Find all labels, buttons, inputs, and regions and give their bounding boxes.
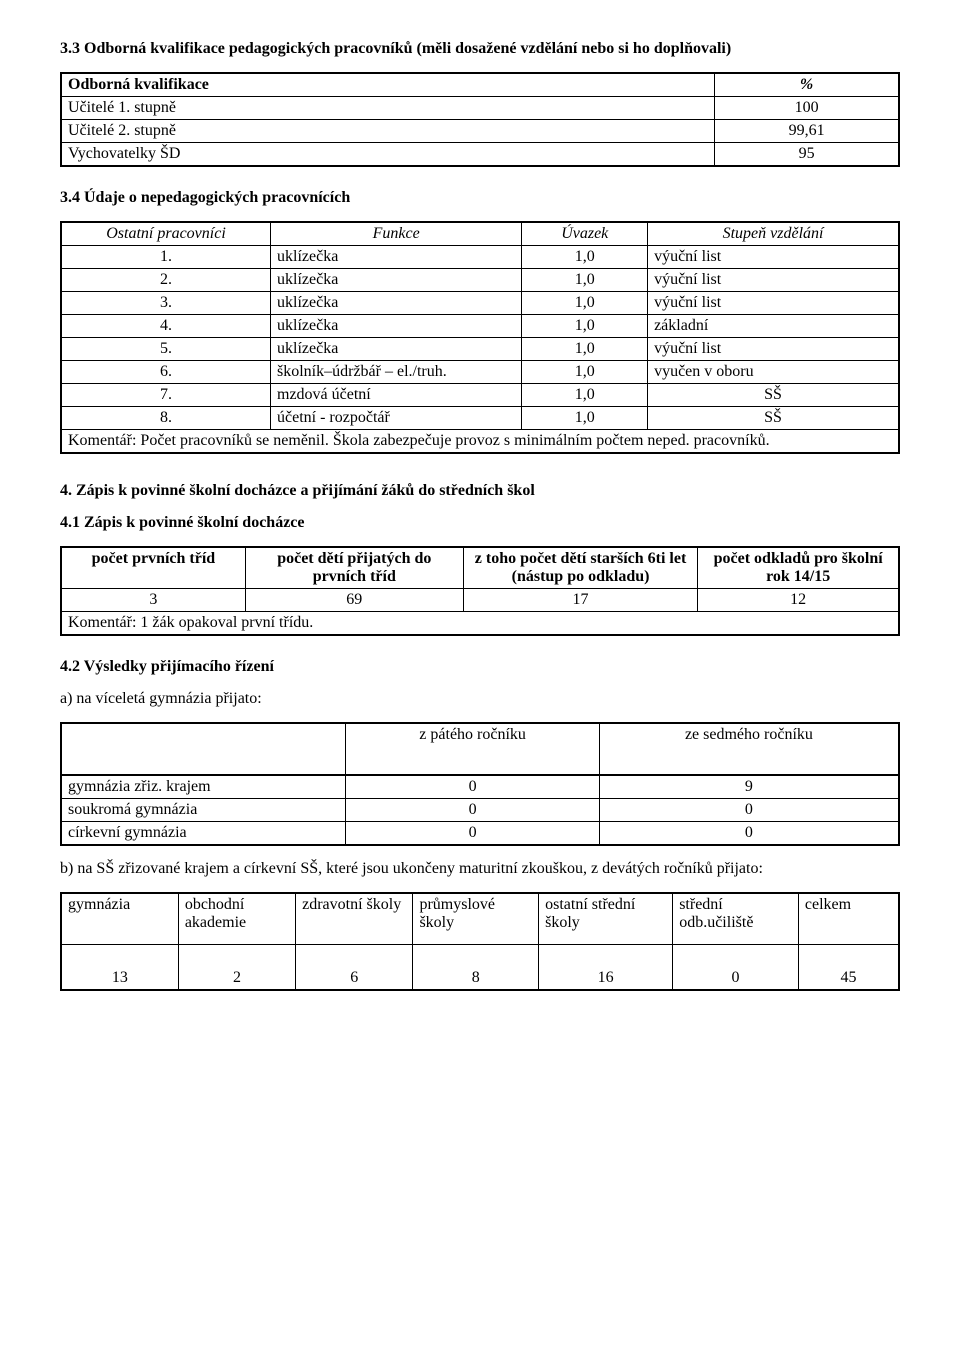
table-cell: výuční list <box>648 269 899 292</box>
table-cell: 0 <box>346 799 599 822</box>
table-cell: střední odb.učiliště <box>673 893 799 945</box>
table-cell: 1,0 <box>522 338 648 361</box>
label-4-2-a: a) na víceletá gymnázia přijato: <box>60 690 900 708</box>
table-3-4: Ostatní pracovníci Funkce Úvazek Stupeň … <box>60 221 900 454</box>
table-cell: 1,0 <box>522 292 648 315</box>
table-cell: 99,61 <box>715 120 899 143</box>
table-cell: 95 <box>715 143 899 167</box>
table-cell: uklízečka <box>271 338 522 361</box>
heading-4-1: 4.1 Zápis k povinné školní docházce <box>60 514 900 532</box>
table-cell: 1. <box>61 246 271 269</box>
table-cell: 8 <box>413 945 539 991</box>
section-3-4: 3.4 Údaje o nepedagogických pracovnících… <box>60 189 900 454</box>
section-3-3: 3.3 Odborná kvalifikace pedagogických pr… <box>60 40 900 167</box>
heading-4: 4. Zápis k povinné školní docházce a při… <box>60 482 900 500</box>
table-cell: 69 <box>245 589 463 612</box>
table-cell: 1,0 <box>522 315 648 338</box>
table-cell: soukromá gymnázia <box>61 799 346 822</box>
table-cell: výuční list <box>648 292 899 315</box>
table-cell: uklízečka <box>271 246 522 269</box>
table-cell: účetní - rozpočtář <box>271 407 522 430</box>
table-cell: průmyslové školy <box>413 893 539 945</box>
table-cell: 4. <box>61 315 271 338</box>
table-cell: SŠ <box>648 384 899 407</box>
label-4-2-b: b) na SŠ zřizované krajem a církevní SŠ,… <box>60 860 900 878</box>
table-3-4-col3: Stupeň vzdělání <box>648 222 899 246</box>
table-cell: 2. <box>61 269 271 292</box>
table-cell: základní <box>648 315 899 338</box>
table-4-2-b: gymnázia obchodní akademie zdravotní ško… <box>60 892 900 991</box>
table-cell: gymnázia zřiz. krajem <box>61 775 346 799</box>
table-cell: ostatní střední školy <box>539 893 673 945</box>
table-cell: 6. <box>61 361 271 384</box>
section-4-1: 4.1 Zápis k povinné školní docházce poče… <box>60 514 900 636</box>
table-cell: 7. <box>61 384 271 407</box>
table-cell: 6 <box>296 945 413 991</box>
table-cell: 0 <box>673 945 799 991</box>
table-cell: 0 <box>346 822 599 846</box>
table-cell: 3. <box>61 292 271 315</box>
table-3-3: Odborná kvalifikace % Učitelé 1. stupně1… <box>60 72 900 167</box>
table-4-1-col2: z toho počet dětí starších 6ti let (nást… <box>463 547 698 589</box>
table-cell: 0 <box>599 822 899 846</box>
table-cell: 1,0 <box>522 407 648 430</box>
table-cell: 0 <box>346 775 599 799</box>
table-cell: 1,0 <box>522 269 648 292</box>
table-cell: 8. <box>61 407 271 430</box>
table-cell: zdravotní školy <box>296 893 413 945</box>
table-cell: 9 <box>599 775 899 799</box>
table-cell: 16 <box>539 945 673 991</box>
table-3-4-col2: Úvazek <box>522 222 648 246</box>
table-cell: ze sedmého ročníku <box>599 723 899 775</box>
table-4-1-col1: počet dětí přijatých do prvních tříd <box>245 547 463 589</box>
table-cell: církevní gymnázia <box>61 822 346 846</box>
table-cell: 100 <box>715 97 899 120</box>
table-cell: 5. <box>61 338 271 361</box>
table-4-2-a: z pátého ročníku ze sedmého ročníku gymn… <box>60 722 900 846</box>
table-cell: 12 <box>698 589 899 612</box>
heading-3-3: 3.3 Odborná kvalifikace pedagogických pr… <box>60 40 900 58</box>
table-cell: uklízečka <box>271 292 522 315</box>
table-cell: 1,0 <box>522 246 648 269</box>
table-cell: gymnázia <box>61 893 178 945</box>
table-cell: výuční list <box>648 246 899 269</box>
table-cell: 1,0 <box>522 384 648 407</box>
table-row: Učitelé 1. stupně <box>61 97 715 120</box>
table-4-1-col0: počet prvních tříd <box>61 547 245 589</box>
table-4-1-note: Komentář: 1 žák opakoval první třídu. <box>61 612 899 636</box>
table-cell: 17 <box>463 589 698 612</box>
table-3-4-col1: Funkce <box>271 222 522 246</box>
table-cell: uklízečka <box>271 269 522 292</box>
table-cell: celkem <box>798 893 899 945</box>
table-cell: z pátého ročníku <box>346 723 599 775</box>
table-3-4-note: Komentář: Počet pracovníků se neměnil. Š… <box>61 430 899 454</box>
table-cell: výuční list <box>648 338 899 361</box>
table-cell: 2 <box>178 945 295 991</box>
table-row: Vychovatelky ŠD <box>61 143 715 167</box>
table-cell: obchodní akademie <box>178 893 295 945</box>
heading-3-4: 3.4 Údaje o nepedagogických pracovnících <box>60 189 900 207</box>
table-cell: SŠ <box>648 407 899 430</box>
table-3-3-col0: Odborná kvalifikace <box>61 73 715 97</box>
table-cell: školník–údržbář – el./truh. <box>271 361 522 384</box>
table-cell: 1,0 <box>522 361 648 384</box>
table-4-1-col3: počet odkladů pro školní rok 14/15 <box>698 547 899 589</box>
table-cell: mzdová účetní <box>271 384 522 407</box>
table-cell <box>61 723 346 775</box>
table-cell: vyučen v oboru <box>648 361 899 384</box>
table-cell: 45 <box>798 945 899 991</box>
table-cell: 13 <box>61 945 178 991</box>
section-4-2: 4.2 Výsledky přijímacího řízení a) na ví… <box>60 658 900 991</box>
table-cell: 3 <box>61 589 245 612</box>
heading-4-2: 4.2 Výsledky přijímacího řízení <box>60 658 900 676</box>
table-cell: 0 <box>599 799 899 822</box>
table-3-4-col0: Ostatní pracovníci <box>61 222 271 246</box>
table-4-1: počet prvních tříd počet dětí přijatých … <box>60 546 900 636</box>
table-row: Učitelé 2. stupně <box>61 120 715 143</box>
table-3-3-col1: % <box>715 73 899 97</box>
table-cell: uklízečka <box>271 315 522 338</box>
